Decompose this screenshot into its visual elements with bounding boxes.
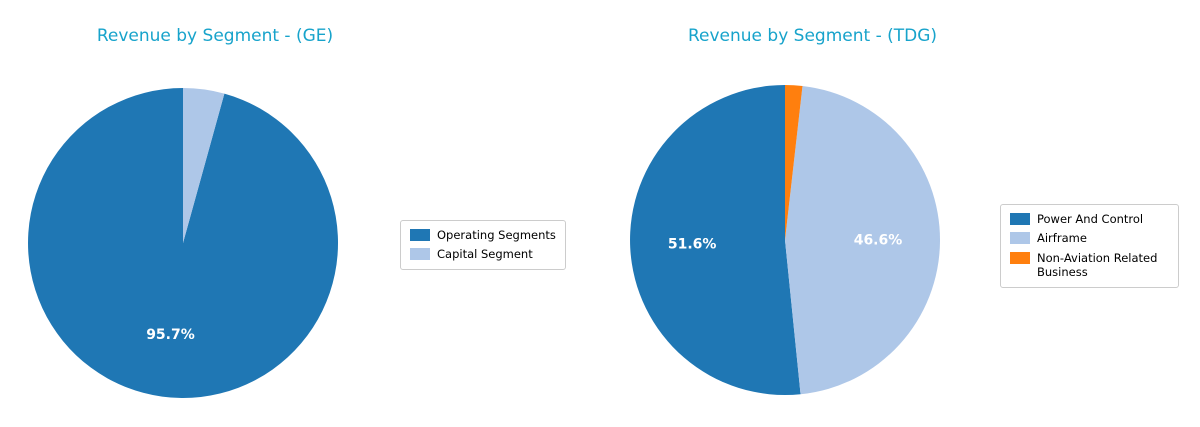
legend-item: Power And Control <box>1010 212 1169 226</box>
pie-slice <box>785 85 941 395</box>
legend-label: Operating Segments <box>437 228 556 242</box>
pie-tdg-svg: 51.6% 46.6% <box>630 85 941 396</box>
legend-swatch <box>410 248 430 261</box>
legend-swatch <box>410 229 430 241</box>
legend-swatch <box>1010 251 1030 264</box>
legend-label: Airframe <box>1037 231 1087 246</box>
legend-label: Non-Aviation Related Business <box>1037 250 1158 280</box>
pie-percent-label: 51.6% <box>668 237 717 253</box>
chart-title-ge: Revenue by Segment - (GE) <box>96 26 334 46</box>
legend-label: Capital Segment <box>437 247 533 262</box>
legend-item: Operating Segments <box>410 228 556 242</box>
legend-swatch <box>1010 232 1030 245</box>
pie-slice <box>785 85 803 240</box>
legend-tdg: Power And Control Airframe Non-Aviation Re… <box>1000 204 1179 288</box>
legend-ge: Operating Segments Capital Segment <box>400 220 566 270</box>
legend-item: Non-Aviation Related Business <box>1010 251 1169 280</box>
pie-percent-label: 95.7% <box>146 327 195 343</box>
legend-label: Power And Control <box>1037 212 1144 226</box>
pie-slice <box>28 88 339 399</box>
pie-slice <box>183 88 225 243</box>
legend-item: Airframe <box>1010 231 1169 245</box>
legend-swatch <box>1010 213 1030 225</box>
pie-slice <box>630 85 801 396</box>
legend-item: Capital Segment <box>410 247 556 261</box>
chart-title-tdg: Revenue by Segment - (TDG) <box>687 26 938 46</box>
pie-ge-svg: 95.7% <box>28 88 339 399</box>
pie-percent-label: 46.6% <box>854 233 903 249</box>
